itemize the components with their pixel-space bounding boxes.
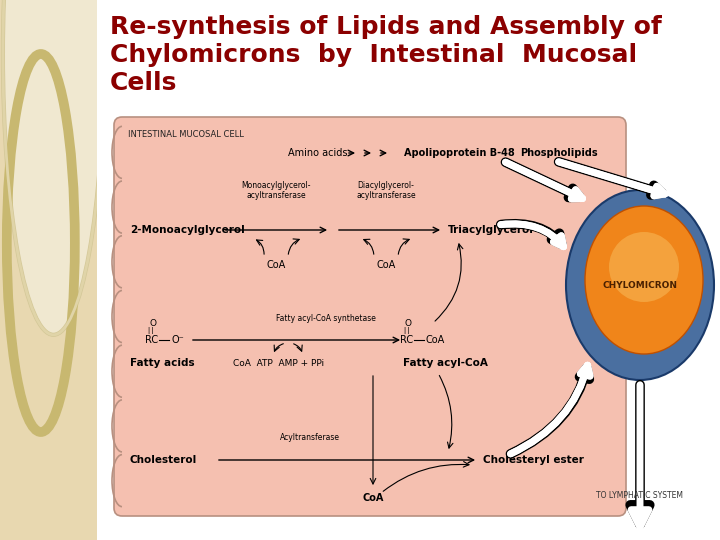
Text: Phospholipids: Phospholipids bbox=[520, 148, 598, 158]
Text: Cells: Cells bbox=[110, 71, 177, 95]
Text: Fatty acyl-CoA: Fatty acyl-CoA bbox=[403, 358, 488, 368]
Text: Fatty acids: Fatty acids bbox=[130, 358, 194, 368]
Text: CoA: CoA bbox=[266, 260, 286, 270]
Text: Cholesteryl ester: Cholesteryl ester bbox=[483, 455, 584, 465]
Text: RC: RC bbox=[400, 335, 413, 345]
Text: Acyltransferase: Acyltransferase bbox=[280, 433, 340, 442]
Text: RC: RC bbox=[145, 335, 158, 345]
Ellipse shape bbox=[585, 206, 703, 354]
Text: Apolipoprotein B-48: Apolipoprotein B-48 bbox=[404, 148, 515, 158]
Text: CoA  ATP  AMP + PPi: CoA ATP AMP + PPi bbox=[233, 359, 324, 368]
Text: Diacylglycerol-
acyltransferase: Diacylglycerol- acyltransferase bbox=[356, 180, 416, 200]
Text: CHYLOMICRON: CHYLOMICRON bbox=[603, 280, 678, 289]
Text: 2-Monoacylglycerol: 2-Monoacylglycerol bbox=[130, 225, 245, 235]
Ellipse shape bbox=[566, 190, 714, 380]
Text: CoA: CoA bbox=[426, 335, 445, 345]
Text: Chylomicrons  by  Intestinal  Mucosal: Chylomicrons by Intestinal Mucosal bbox=[110, 43, 637, 67]
Text: ||: || bbox=[147, 327, 156, 334]
Text: O: O bbox=[405, 319, 412, 327]
Ellipse shape bbox=[609, 232, 679, 302]
Text: O: O bbox=[150, 319, 156, 327]
Text: O⁻: O⁻ bbox=[171, 335, 184, 345]
Text: CoA: CoA bbox=[362, 493, 384, 503]
Text: Monoacylglycerol-
acyltransferase: Monoacylglycerol- acyltransferase bbox=[241, 180, 311, 200]
Text: Cholesterol: Cholesterol bbox=[130, 455, 197, 465]
Text: Re-synthesis of Lipids and Assembly of: Re-synthesis of Lipids and Assembly of bbox=[110, 15, 662, 39]
Text: ||: || bbox=[402, 327, 410, 334]
Text: Amino acids: Amino acids bbox=[288, 148, 348, 158]
Circle shape bbox=[3, 0, 104, 335]
Text: Triacylglycerol: Triacylglycerol bbox=[448, 225, 534, 235]
Text: CoA: CoA bbox=[377, 260, 395, 270]
FancyBboxPatch shape bbox=[114, 117, 626, 516]
Text: INTESTINAL MUCOSAL CELL: INTESTINAL MUCOSAL CELL bbox=[128, 130, 244, 139]
Text: Fatty acyl-CoA synthetase: Fatty acyl-CoA synthetase bbox=[276, 314, 376, 323]
Text: TO LYMPHATIC SYSTEM: TO LYMPHATIC SYSTEM bbox=[596, 491, 683, 501]
